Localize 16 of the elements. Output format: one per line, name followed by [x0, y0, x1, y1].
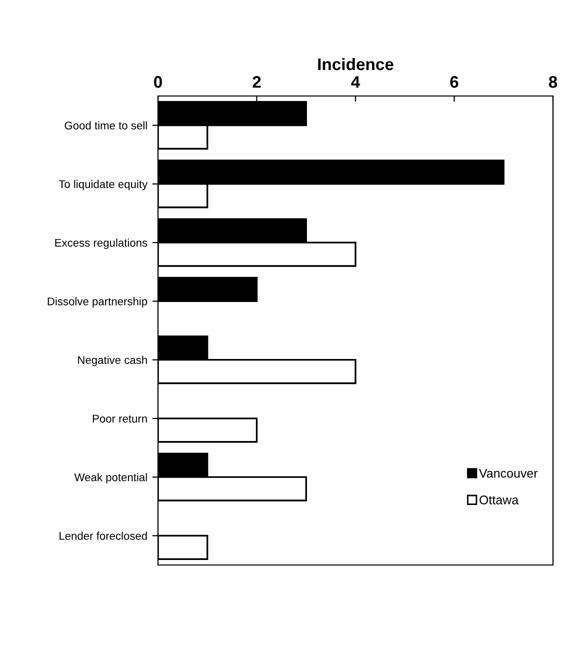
y-tick-label: Excess regulations [55, 238, 148, 249]
y-tick-label: Negative cash [78, 356, 147, 366]
y-tick-label: To liquidate equity [58, 180, 148, 190]
y-tick-label: Poor return [92, 414, 147, 423]
y-tick-label: Lender foreclosed [60, 532, 147, 540]
x-tick-label: 8 [548, 76, 558, 88]
x-tick-label: 4 [351, 76, 360, 88]
x-tick-label: 6 [450, 76, 458, 88]
legend-label: Vancouver [479, 469, 538, 478]
legend-label: Ottawa [480, 496, 519, 504]
x-tick-label: 0 [154, 76, 162, 88]
y-tick-label: Weak potential [74, 473, 147, 484]
x-axis-title: Incidence [318, 58, 394, 70]
x-tick-label: 2 [252, 76, 261, 88]
y-tick-label: Dissolve partnership [48, 297, 148, 308]
y-tick-label: Good time to sell [64, 121, 147, 130]
